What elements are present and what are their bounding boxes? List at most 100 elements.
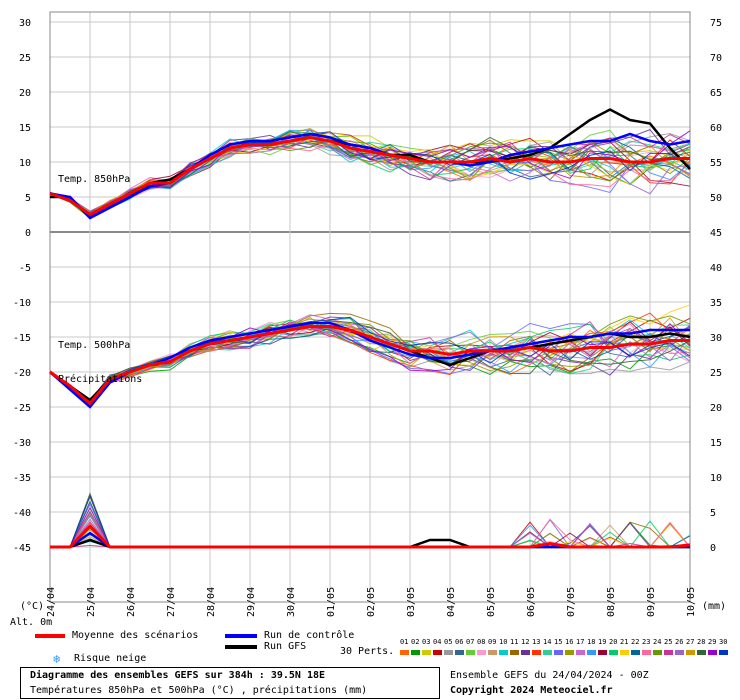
pert-number: 15: [554, 638, 563, 646]
pert-swatch: [521, 650, 530, 655]
pert-swatch: [466, 650, 475, 655]
left-tick-label: -25: [13, 403, 31, 414]
pert-number: 24: [653, 638, 662, 646]
chart-grid: [49, 11, 691, 603]
footer-subtitle: Températures 850hPa et 500hPa (°C) , pré…: [30, 685, 368, 696]
plot-frame: [49, 11, 691, 603]
pert-number: 07: [466, 638, 475, 646]
left-unit: (°C): [20, 601, 45, 612]
legend-control-swatch: [225, 634, 257, 638]
left-tick-label: 15: [19, 123, 31, 134]
pert-swatch: [477, 650, 486, 655]
right-tick-label: 30: [710, 333, 722, 344]
pert-swatch: [598, 650, 607, 655]
pert-number: 05: [444, 638, 453, 646]
right-tick-label: 10: [710, 473, 722, 484]
left-tick-label: -40: [13, 508, 31, 519]
pert-swatch: [642, 650, 651, 655]
pert-number: 11: [510, 638, 519, 646]
pert-swatch: [444, 650, 453, 655]
right-tick-label: 75: [710, 18, 722, 29]
date-tick-label: 26/04: [126, 587, 137, 617]
left-tick-label: -35: [13, 473, 31, 484]
pert-swatch: [719, 650, 728, 655]
right-tick-label: 5: [710, 508, 716, 519]
pert-swatch: [587, 650, 596, 655]
pert-swatch: [620, 650, 629, 655]
pert-number: 13: [532, 638, 541, 646]
footer-copyright: Copyright 2024 Meteociel.fr: [450, 685, 613, 696]
right-tick-label: 45: [710, 228, 722, 239]
date-tick-label: 09/05: [646, 587, 657, 617]
left-tick-label: -30: [13, 438, 31, 449]
left-tick-label: -20: [13, 368, 31, 379]
pert-number: 27: [686, 638, 695, 646]
pert-number: 16: [565, 638, 574, 646]
pert-number: 10: [499, 638, 508, 646]
date-tick-label: 06/05: [526, 587, 537, 617]
pert-number: 25: [664, 638, 673, 646]
series-t500-line: [49, 325, 690, 406]
pert-number: 02: [411, 638, 420, 646]
label-alt: Alt. 0m: [10, 617, 53, 628]
pert-number: 28: [697, 638, 706, 646]
legend-snow: Risque neige: [74, 653, 147, 664]
pert-number: 29: [708, 638, 717, 646]
pert-number: 30: [719, 638, 728, 646]
right-tick-label: 0: [710, 543, 716, 554]
label-precip: Précipitations: [58, 374, 143, 385]
date-tick-label: 03/05: [406, 587, 417, 617]
pert-swatch: [576, 650, 585, 655]
left-tick-label: 5: [25, 193, 31, 204]
legend-mean: Moyenne des scénarios: [72, 630, 199, 641]
date-tick-label: 10/05: [686, 587, 697, 617]
date-tick-label: 28/04: [206, 587, 217, 617]
pert-number: 01: [400, 638, 409, 646]
member-t850-line: [49, 130, 691, 218]
pert-swatch: [631, 650, 640, 655]
snowflake-icon: ❄: [53, 652, 61, 666]
left-tick-label: 30: [19, 18, 31, 29]
pert-swatch: [565, 650, 574, 655]
main-series: [49, 108, 691, 549]
pert-number: 17: [576, 638, 585, 646]
member-t500-line: [49, 316, 691, 408]
series-t850-line: [49, 135, 690, 217]
date-tick-label: 27/04: [166, 587, 177, 617]
pert-swatch: [433, 650, 442, 655]
footer-box: [20, 667, 440, 699]
pert-swatch: [708, 650, 717, 655]
left-tick-label: -15: [13, 333, 31, 344]
pert-swatch: [543, 650, 552, 655]
right-tick-label: 35: [710, 298, 722, 309]
footer-run: Ensemble GEFS du 24/04/2024 - 00Z: [450, 670, 649, 681]
date-tick-label: 05/05: [486, 587, 497, 617]
date-tick-label: 25/04: [86, 587, 97, 617]
pert-number: 20: [609, 638, 618, 646]
date-tick-label: 30/04: [286, 587, 297, 617]
pert-number: 18: [587, 638, 596, 646]
pert-swatch: [488, 650, 497, 655]
pert-number: 12: [521, 638, 530, 646]
pert-swatch: [686, 650, 695, 655]
pert-number: 06: [455, 638, 464, 646]
pert-swatch: [499, 650, 508, 655]
left-tick-label: -45: [13, 543, 31, 554]
right-tick-label: 15: [710, 438, 722, 449]
left-tick-label: 20: [19, 88, 31, 99]
pert-swatch: [510, 650, 519, 655]
pert-swatch: [697, 650, 706, 655]
date-tick-label: 01/05: [326, 587, 337, 617]
right-tick-label: 60: [710, 123, 722, 134]
label-t850: Temp. 850hPa: [58, 174, 131, 185]
pert-swatch: [653, 650, 662, 655]
pert-swatch: [411, 650, 420, 655]
pert-number: 04: [433, 638, 442, 646]
pert-number: 21: [620, 638, 629, 646]
right-tick-label: 25: [710, 368, 722, 379]
series-t850-line: [49, 132, 691, 220]
pert-number: 23: [642, 638, 651, 646]
legend-perts: 30 Perts.: [340, 646, 395, 657]
date-tick-label: 29/04: [246, 587, 257, 617]
date-tick-label: 04/05: [446, 587, 457, 617]
